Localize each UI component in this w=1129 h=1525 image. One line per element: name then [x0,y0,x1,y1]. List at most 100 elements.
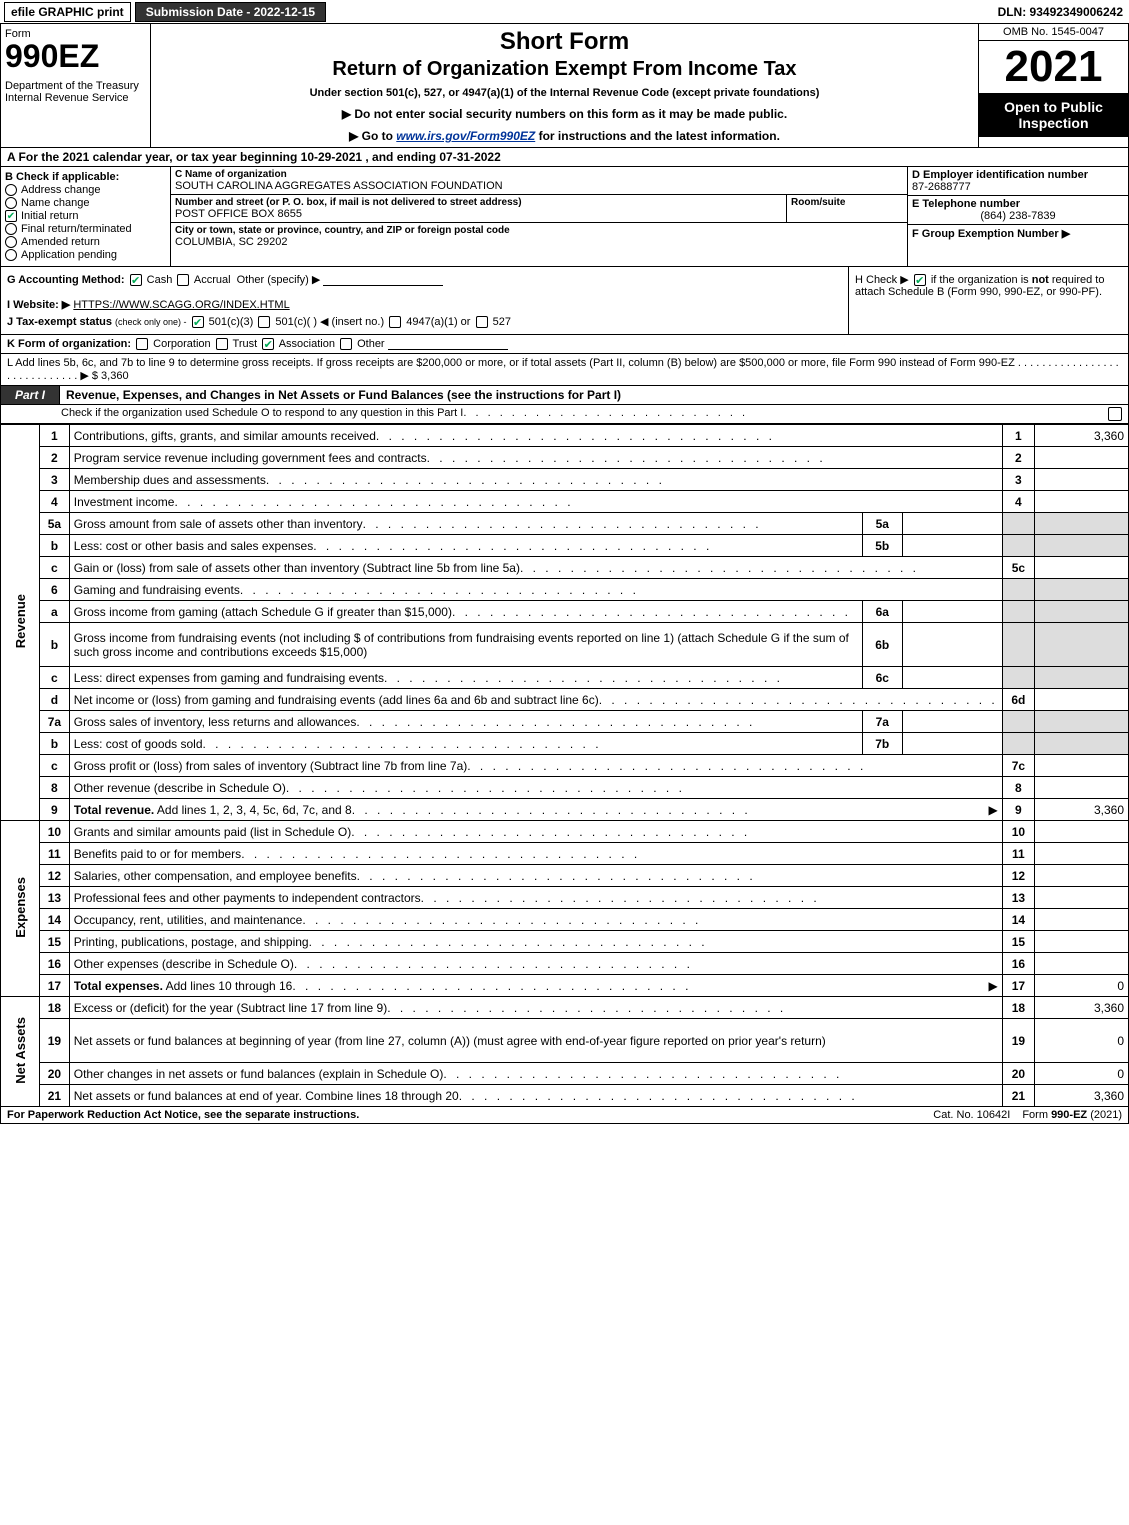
b-label-4: Amended return [21,236,100,248]
table-row: dNet income or (loss) from gaming and fu… [1,689,1129,711]
phone-value: (864) 238-7839 [912,210,1124,222]
line-g: G Accounting Method: ✔ Cash Accrual Othe… [7,273,842,286]
j-opt-1: 501(c)( ) ◀ (insert no.) [275,316,384,328]
k-checkbox-0[interactable] [136,338,148,350]
right-val-shade [1035,579,1129,601]
b-item-1: Name change [5,197,166,209]
b-label-1: Name change [21,197,90,209]
header-right: OMB No. 1545-0047 2021 Open to Public In… [978,24,1128,147]
b-checkbox-1[interactable] [5,197,17,209]
line-a: A For the 2021 calendar year, or tax yea… [0,148,1129,167]
line-number: b [40,535,70,557]
line-number: 9 [40,799,70,821]
inner-line-number: 5b [862,535,902,557]
right-line-number: 4 [1002,491,1034,513]
inner-line-number: 6c [862,667,902,689]
k-checkbox-3[interactable] [340,338,352,350]
table-row: 19Net assets or fund balances at beginni… [1,1019,1129,1063]
table-row: 16Other expenses (describe in Schedule O… [1,953,1129,975]
j-501c-checkbox[interactable] [258,316,270,328]
right-line-number: 18 [1002,997,1034,1019]
b-checkbox-5[interactable] [5,249,17,261]
l-amount: ▶ $ 3,360 [80,370,128,382]
j-opt-3: 527 [493,316,511,328]
j-527-checkbox[interactable] [476,316,488,328]
right-value [1035,689,1129,711]
section-label-netassets: Net Assets [1,997,40,1107]
right-line-number: 13 [1002,887,1034,909]
j-label: J Tax-exempt status [7,316,112,328]
right-val-shade [1035,711,1129,733]
right-line-number: 20 [1002,1063,1034,1085]
right-value [1035,909,1129,931]
org-name-value: SOUTH CAROLINA AGGREGATES ASSOCIATION FO… [175,180,903,192]
efile-print-button[interactable]: efile GRAPHIC print [4,2,131,22]
line-number: 11 [40,843,70,865]
inner-value [902,667,1002,689]
k-checkbox-1[interactable] [216,338,228,350]
irs-link[interactable]: www.irs.gov/Form990EZ [396,129,535,143]
table-row: 7aGross sales of inventory, less returns… [1,711,1129,733]
line-desc: Total expenses. Add lines 10 through 16 … [69,975,1002,997]
line-number: d [40,689,70,711]
table-row: cGain or (loss) from sale of assets othe… [1,557,1129,579]
line-desc: Other revenue (describe in Schedule O) .… [69,777,1002,799]
line-number: 2 [40,447,70,469]
b-item-4: Amended return [5,236,166,248]
j-501c3-checkbox[interactable]: ✔ [192,316,204,328]
h-checkbox[interactable]: ✔ [914,274,926,286]
table-row: Expenses10Grants and similar amounts pai… [1,821,1129,843]
right-value [1035,953,1129,975]
right-val-shade [1035,601,1129,623]
inner-line-number: 6b [862,623,902,667]
k-other-field[interactable] [388,349,508,350]
right-line-number: 12 [1002,865,1034,887]
accrual-checkbox[interactable] [177,274,189,286]
line-desc: Gross amount from sale of assets other t… [69,513,862,535]
table-row: 14Occupancy, rent, utilities, and mainte… [1,909,1129,931]
j-sub: (check only one) - [115,317,187,327]
open-to-public: Open to Public Inspection [979,93,1128,137]
ein-row: D Employer identification number 87-2688… [908,167,1128,196]
short-form-title: Short Form [161,28,968,56]
table-row: 21Net assets or fund balances at end of … [1,1085,1129,1107]
b-checkbox-4[interactable] [5,236,17,248]
line-number: 20 [40,1063,70,1085]
addr-label: Number and street (or P. O. box, if mail… [175,197,782,208]
right-val-shade [1035,733,1129,755]
k-checkbox-2[interactable]: ✔ [262,338,274,350]
cash-checkbox[interactable]: ✔ [130,274,142,286]
line-desc: Gross profit or (loss) from sales of inv… [69,755,1002,777]
right-value [1035,887,1129,909]
right-value [1035,777,1129,799]
right-value [1035,557,1129,579]
line-i: I Website: ▶ HTTPS://WWW.SCAGG.ORG/INDEX… [7,298,842,311]
addr-cell: Number and street (or P. O. box, if mail… [171,195,787,222]
right-value [1035,865,1129,887]
other-specify-field[interactable] [323,285,443,286]
table-row: bLess: cost of goods sold . . . . . . . … [1,733,1129,755]
line-desc: Other expenses (describe in Schedule O) … [69,953,1002,975]
line-number: c [40,755,70,777]
part-i-schedule-o-checkbox[interactable] [1108,407,1122,421]
line-number: 8 [40,777,70,799]
b-label-3: Final return/terminated [21,223,132,235]
submission-date-button[interactable]: Submission Date - 2022-12-15 [135,2,326,22]
table-row: 11Benefits paid to or for members . . . … [1,843,1129,865]
section-b-header: B Check if applicable: [5,171,166,183]
l-text: L Add lines 5b, 6c, and 7b to line 9 to … [7,357,1015,369]
b-checkbox-3[interactable] [5,223,17,235]
right-line-number: 7c [1002,755,1034,777]
j-4947-checkbox[interactable] [389,316,401,328]
ghij-block: G Accounting Method: ✔ Cash Accrual Othe… [0,266,1129,335]
b-checkbox-2[interactable]: ✔ [5,210,17,222]
omb-number: OMB No. 1545-0047 [979,24,1128,41]
main-title: Return of Organization Exempt From Incom… [161,58,968,81]
city-label: City or town, state or province, country… [175,225,903,236]
line-number: 3 [40,469,70,491]
phone-label: E Telephone number [912,198,1124,210]
ghij-left: G Accounting Method: ✔ Cash Accrual Othe… [1,267,848,334]
right-line-number: 6d [1002,689,1034,711]
b-checkbox-0[interactable] [5,184,17,196]
right-value: 0 [1035,1063,1129,1085]
